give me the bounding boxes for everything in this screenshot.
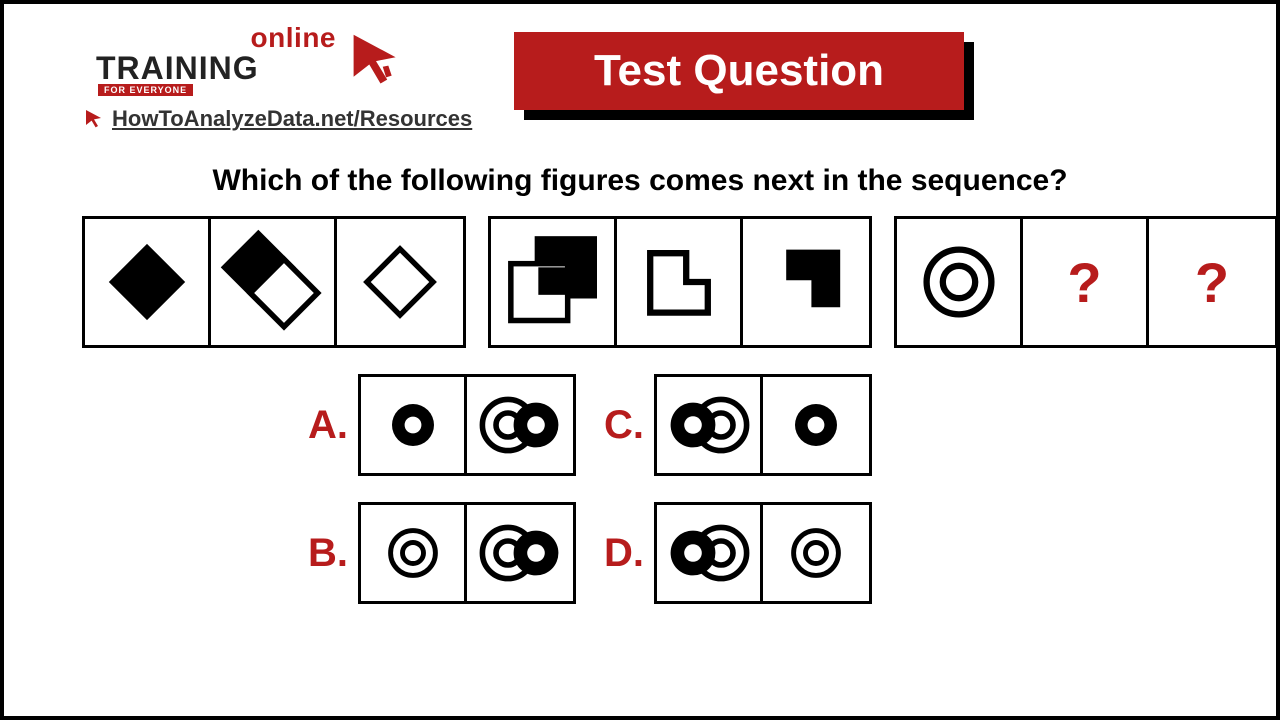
option-b[interactable]: B.: [304, 502, 576, 604]
option-figure-pair: [358, 502, 576, 604]
diamond-overlap-icon: [218, 227, 328, 337]
option-cell: [361, 377, 467, 473]
sequence-cell: [491, 219, 617, 345]
sequence-cell: ?: [1149, 219, 1275, 345]
square-overlap-icon: [498, 227, 608, 337]
option-c[interactable]: C.: [600, 374, 872, 476]
banner-text: Test Question: [594, 46, 884, 96]
option-label: B.: [304, 531, 348, 576]
ring-overlap-left-icon: [661, 385, 757, 465]
l-outline-icon: [634, 237, 724, 327]
option-cell: [657, 377, 763, 473]
donut-solid-icon: [378, 390, 448, 460]
option-cell: [467, 505, 573, 601]
option-label: A.: [304, 403, 348, 448]
ring-outline-icon: [378, 518, 448, 588]
option-cell: [763, 377, 869, 473]
option-figure-pair: [654, 502, 872, 604]
sequence-cell: ?: [1023, 219, 1149, 345]
option-cell: [361, 505, 467, 601]
l-solid-icon: [761, 237, 851, 327]
title-banner: Test Question: [514, 32, 964, 110]
option-row: A.: [304, 374, 872, 476]
option-cell: [467, 377, 573, 473]
option-d[interactable]: D.: [600, 502, 872, 604]
sequence-cell: [85, 219, 211, 345]
question-text: Which of the following figures comes nex…: [4, 164, 1276, 198]
diamond-solid-icon: [102, 237, 192, 327]
option-label: D.: [600, 531, 644, 576]
question-mark: ?: [1195, 250, 1229, 315]
option-cell: [657, 505, 763, 601]
sequence-cell: [897, 219, 1023, 345]
ring-overlap-left-icon: [661, 513, 757, 593]
question-mark: ?: [1067, 250, 1101, 315]
cursor-icon: [84, 109, 104, 129]
option-figure-pair: [654, 374, 872, 476]
logo-line-2: TRAINING: [96, 50, 259, 86]
option-label: C.: [600, 403, 644, 448]
diamond-outline-icon: [355, 237, 445, 327]
resource-link[interactable]: HowToAnalyzeData.net/Resources: [112, 106, 472, 132]
option-figure-pair: [358, 374, 576, 476]
ring-outline-icon: [914, 237, 1004, 327]
sequence-cell: [617, 219, 743, 345]
brand-logo: online TRAINING FOR EVERYONE: [96, 24, 416, 102]
ring-overlap-icon: [472, 513, 568, 593]
banner: Test Question: [514, 32, 964, 110]
sequence-group: [488, 216, 872, 348]
cursor-icon: [348, 32, 404, 88]
sequence-cell: [337, 219, 463, 345]
logo-tagline: FOR EVERYONE: [98, 84, 193, 96]
slide-frame: online TRAINING FOR EVERYONE HowToAnalyz…: [0, 0, 1280, 720]
ring-outline-icon: [781, 518, 851, 588]
option-a[interactable]: A.: [304, 374, 576, 476]
sequence-group: ? ?: [894, 216, 1278, 348]
ring-overlap-icon: [472, 385, 568, 465]
sequence-cell: [743, 219, 869, 345]
sequence-cell: [211, 219, 337, 345]
sequence-group: [82, 216, 466, 348]
option-row: B.: [304, 502, 872, 604]
option-cell: [763, 505, 869, 601]
donut-solid-icon: [781, 390, 851, 460]
resource-url-row: HowToAnalyzeData.net/Resources: [84, 106, 472, 132]
sequence-row: ? ?: [82, 216, 1278, 348]
answer-options: A.: [304, 374, 872, 630]
